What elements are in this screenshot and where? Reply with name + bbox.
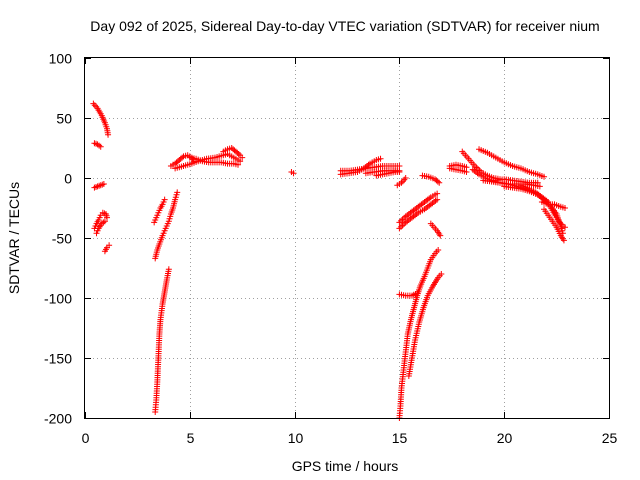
y-tick-label: -50 [52,231,72,247]
data-point [396,219,402,225]
data-point [401,221,407,227]
data-segment [406,271,444,379]
data-point [398,218,404,224]
data-segment [172,151,243,171]
x-tick-label: 10 [288,430,304,446]
axis-ticks [85,58,610,419]
data-segment [91,181,106,191]
data-segment [152,266,172,415]
y-tick-label: -100 [44,291,72,307]
data-segment [396,247,441,421]
x-tick-label: 0 [82,430,90,446]
y-tick-label: 50 [56,111,72,127]
x-tick-label: 25 [602,430,618,446]
y-axis-title: SDTVAR / TECUs [6,182,22,294]
data-segment [394,175,408,188]
x-tick-label: 5 [187,430,195,446]
y-tick-label: -200 [44,411,72,427]
y-tick-labels: -200 -150 -100 -50 0 50 100 [44,51,72,427]
y-tick-label: -150 [44,351,72,367]
data-segment [152,189,180,261]
data-point [398,224,404,230]
data-point [396,225,402,231]
data-segment [90,101,111,138]
data-segment [102,242,112,254]
data-points [90,101,568,421]
data-point [400,222,406,228]
chart-title: Day 092 of 2025, Sidereal Day-to-day VTE… [90,18,599,34]
data-segment [151,197,167,226]
x-tick-label: 20 [497,430,513,446]
y-tick-label: 100 [49,51,73,67]
data-segment [220,145,245,161]
data-segment [396,191,440,226]
x-axis-title: GPS time / hours [292,458,399,474]
data-segment [419,173,442,186]
data-segment [428,221,443,239]
x-tick-labels: 0 5 10 15 20 25 [82,430,618,446]
data-segment [91,140,103,150]
x-tick-label: 15 [392,430,408,446]
y-tick-label: 0 [64,171,72,187]
